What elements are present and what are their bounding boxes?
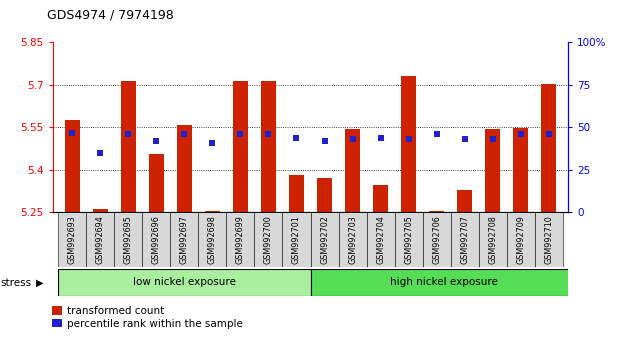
Point [320,138,330,144]
Text: GSM992710: GSM992710 [544,215,553,264]
Text: high nickel exposure: high nickel exposure [389,277,497,287]
Point [487,137,497,142]
Text: GSM992695: GSM992695 [124,215,133,264]
Bar [205,211,220,212]
Text: GSM992696: GSM992696 [152,215,161,264]
Point [263,131,273,137]
Point [376,135,386,141]
Bar [93,209,108,212]
Point [124,131,134,137]
Bar [394,212,422,267]
Text: GSM992698: GSM992698 [208,215,217,264]
Bar [479,212,507,267]
Bar [345,129,360,212]
Text: GSM992708: GSM992708 [488,215,497,264]
Bar [401,76,416,212]
Bar [58,212,86,267]
Bar [451,212,479,267]
Text: GSM992694: GSM992694 [96,215,105,264]
Legend: transformed count, percentile rank within the sample: transformed count, percentile rank withi… [52,306,243,329]
Bar [86,212,114,267]
Bar [58,269,310,296]
Text: GSM992702: GSM992702 [320,215,329,264]
Text: GSM992703: GSM992703 [348,215,357,264]
Bar [65,120,80,212]
Text: GSM992707: GSM992707 [460,215,469,264]
Bar [233,81,248,212]
Text: GDS4974 / 7974198: GDS4974 / 7974198 [47,9,173,22]
Text: GSM992697: GSM992697 [180,215,189,264]
Bar [170,212,199,267]
Bar [366,212,394,267]
Text: GSM992693: GSM992693 [68,215,77,264]
Text: ▶: ▶ [36,278,43,288]
Bar [142,212,170,267]
Bar [227,212,255,267]
Bar [485,129,501,212]
Text: GSM992709: GSM992709 [516,215,525,264]
Bar [255,212,283,267]
Bar [373,185,388,212]
Bar [261,81,276,212]
Point [207,140,217,145]
Bar [120,81,136,212]
Text: GSM992704: GSM992704 [376,215,385,264]
Bar [310,212,338,267]
Text: low nickel exposure: low nickel exposure [133,277,236,287]
Bar [541,84,556,212]
Text: stress: stress [1,278,32,288]
Point [432,131,442,137]
Point [404,137,414,142]
Point [291,135,301,141]
Bar [199,212,227,267]
Point [235,131,245,137]
Point [68,130,78,135]
Point [152,138,161,144]
Bar [148,154,164,212]
Point [460,137,469,142]
Text: GSM992706: GSM992706 [432,215,441,264]
Bar [310,269,577,296]
Bar [289,175,304,212]
Bar [283,212,310,267]
Text: GSM992700: GSM992700 [264,215,273,264]
Bar [338,212,366,267]
Bar [317,178,332,212]
Bar [422,212,451,267]
Bar [114,212,142,267]
Bar [513,128,528,212]
Bar [457,190,473,212]
Text: GSM992701: GSM992701 [292,215,301,264]
Bar [177,125,192,212]
Point [543,131,553,137]
Text: GSM992705: GSM992705 [404,215,413,264]
Bar [429,211,444,212]
Point [96,150,106,156]
Point [515,131,525,137]
Point [348,137,358,142]
Text: GSM992699: GSM992699 [236,215,245,264]
Point [179,131,189,137]
Bar [507,212,535,267]
Bar [535,212,563,267]
